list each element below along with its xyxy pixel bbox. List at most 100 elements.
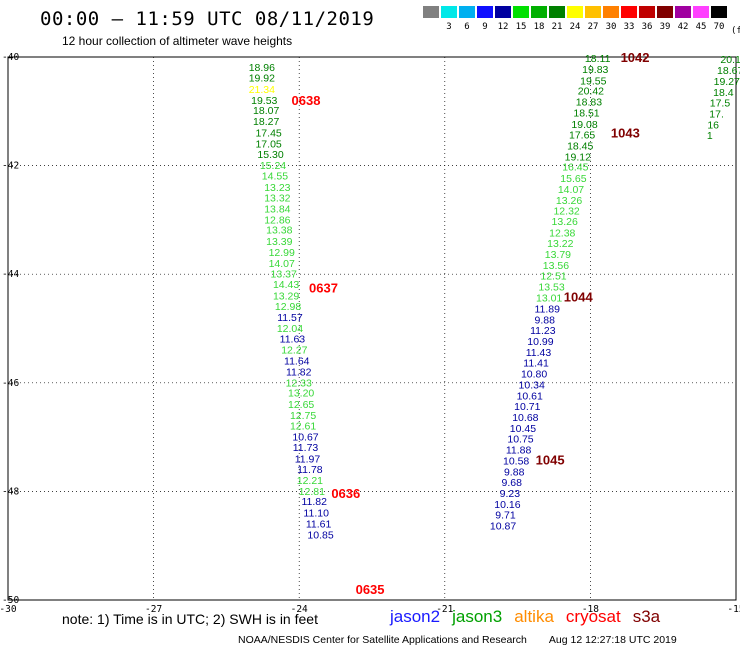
wave-height-label: 10.68 — [512, 412, 538, 424]
lat-tick-label: -44 — [2, 269, 19, 280]
wave-height-label: 11.61 — [306, 518, 332, 530]
legend-swatch — [692, 5, 710, 19]
wave-height-label: 13.39 — [266, 236, 292, 248]
wave-height-label: 13.53 — [538, 282, 564, 294]
wave-height-label: 9.68 — [502, 477, 523, 489]
legend-label: 27 — [587, 22, 599, 32]
plot-frame — [7, 56, 737, 601]
wave-height-label: 14.07 — [269, 258, 295, 270]
wave-height-label: 20.16 — [720, 54, 740, 66]
wave-height-label: 19.92 — [249, 73, 275, 85]
wave-height-label: 18.27 — [253, 116, 279, 128]
wave-height-label: 11.63 — [280, 333, 306, 345]
wave-height-label: 18.45 — [567, 141, 593, 153]
legend-label: 6 — [464, 22, 470, 32]
wave-height-label: 12.32 — [553, 206, 579, 218]
wave-height-label: 10.80 — [521, 369, 547, 381]
legend-label: 9 — [482, 22, 488, 32]
wave-height-label: 13.22 — [547, 238, 573, 250]
legend-label: 30 — [605, 22, 617, 32]
wave-height-label: 10.61 — [517, 390, 543, 402]
wave-height-label: 11.89 — [534, 303, 560, 315]
wave-height-label: 10.16 — [494, 499, 520, 511]
pass-id-label: 0638 — [292, 93, 321, 108]
wave-height-label: 9.88 — [504, 466, 525, 478]
legend-cell: 39 — [656, 5, 674, 36]
wave-height-label: 15.65 — [560, 173, 586, 185]
wave-height-label: 13.26 — [552, 216, 578, 228]
legend-cell: 27 — [584, 5, 602, 36]
wave-height-label: 1 — [707, 130, 713, 142]
legend-label: 42 — [677, 22, 689, 32]
legend-cell: 3 — [440, 5, 458, 36]
wave-height-label: 9.23 — [500, 488, 521, 500]
pass-id-label: 1043 — [611, 126, 640, 141]
wave-height-label: 13.32 — [264, 193, 290, 205]
legend-label: 45 — [695, 22, 707, 32]
legend-swatch — [494, 5, 512, 19]
footer-timestamp: Aug 12 12:27:18 UTC 2019 — [548, 634, 677, 646]
lat-tick-label: -42 — [2, 161, 19, 172]
wave-height-label: 14.43 — [273, 279, 299, 291]
wave-height-label: 13.37 — [271, 269, 297, 281]
wave-height-label: 13.79 — [545, 249, 571, 261]
wave-height-label: 11.57 — [277, 312, 303, 324]
legend-cell: 70 — [710, 5, 728, 36]
pass-id-label: 0635 — [356, 582, 385, 597]
legend-swatch — [440, 5, 458, 19]
legend-swatch — [512, 5, 530, 19]
pass-id-label: 1042 — [621, 50, 650, 65]
wave-height-label: 20.42 — [578, 86, 604, 98]
legend-cell: 9 — [476, 5, 494, 36]
legend-label: 24 — [569, 22, 581, 32]
mission-label-cryosat: cryosat — [565, 607, 621, 626]
wave-height-label: 13.38 — [266, 225, 292, 237]
lon-tick-label: -24 — [291, 604, 308, 615]
legend-label: 15 — [515, 22, 527, 32]
lat-tick-label: -48 — [2, 486, 19, 497]
legend-swatch — [422, 5, 440, 19]
mission-legend: jason2 jason3 altika cryosat s3a — [390, 607, 672, 627]
legend-swatch — [674, 5, 692, 19]
wave-height-label: 10.67 — [292, 432, 318, 444]
wave-height-label: 10.71 — [514, 401, 540, 413]
legend-swatch — [602, 5, 620, 19]
wave-height-label: 12.98 — [275, 301, 301, 313]
legend-cell: 30 — [602, 5, 620, 36]
lon-tick-label: -30 — [0, 604, 17, 615]
wave-height-label: 11.82 — [286, 366, 312, 378]
legend-cell: 12 — [494, 5, 512, 36]
wave-height-label: 19.12 — [565, 151, 591, 163]
wave-height-label: 14.55 — [262, 170, 288, 182]
wave-height-label: 18.4 — [713, 87, 734, 99]
legend-cell: 45 — [692, 5, 710, 36]
wave-height-label: 13.20 — [288, 388, 314, 400]
lon-tick-label: -15 — [727, 604, 740, 615]
wave-height-label: 12.86 — [264, 214, 290, 226]
wave-height-label: 18.11 — [585, 53, 611, 65]
lat-tick-label: -50 — [2, 595, 19, 606]
mission-label-jason3: jason3 — [452, 607, 503, 626]
page-title: 00:00 — 11:59 UTC 08/11/2019 — [40, 8, 375, 30]
lon-tick-label: -18 — [582, 604, 599, 615]
wave-height-label: 11.43 — [526, 347, 552, 359]
legend-label: 70 — [713, 22, 725, 32]
pass-id-label: 1045 — [536, 452, 565, 467]
legend-unit: (ft) — [731, 26, 740, 36]
wave-height-label: 12.33 — [286, 377, 312, 389]
legend-label: 12 — [497, 22, 509, 32]
legend-swatch — [566, 5, 584, 19]
wave-height-label: 12.75 — [290, 410, 316, 422]
wave-height-label: 11.82 — [301, 496, 327, 508]
wave-height-label: 11.88 — [506, 445, 532, 457]
wave-height-label: 13.29 — [273, 290, 299, 302]
wave-height-label: 10.45 — [510, 423, 536, 435]
wave-height-label: 11.23 — [530, 325, 556, 337]
legend-label: 33 — [623, 22, 635, 32]
wave-height-label: 15.24 — [260, 160, 286, 172]
wave-height-label: 10.87 — [490, 521, 516, 533]
wave-height-label: 19.27 — [714, 76, 740, 88]
wave-height-label: 13.56 — [543, 260, 569, 272]
mission-label-jason2: jason2 — [390, 607, 441, 626]
